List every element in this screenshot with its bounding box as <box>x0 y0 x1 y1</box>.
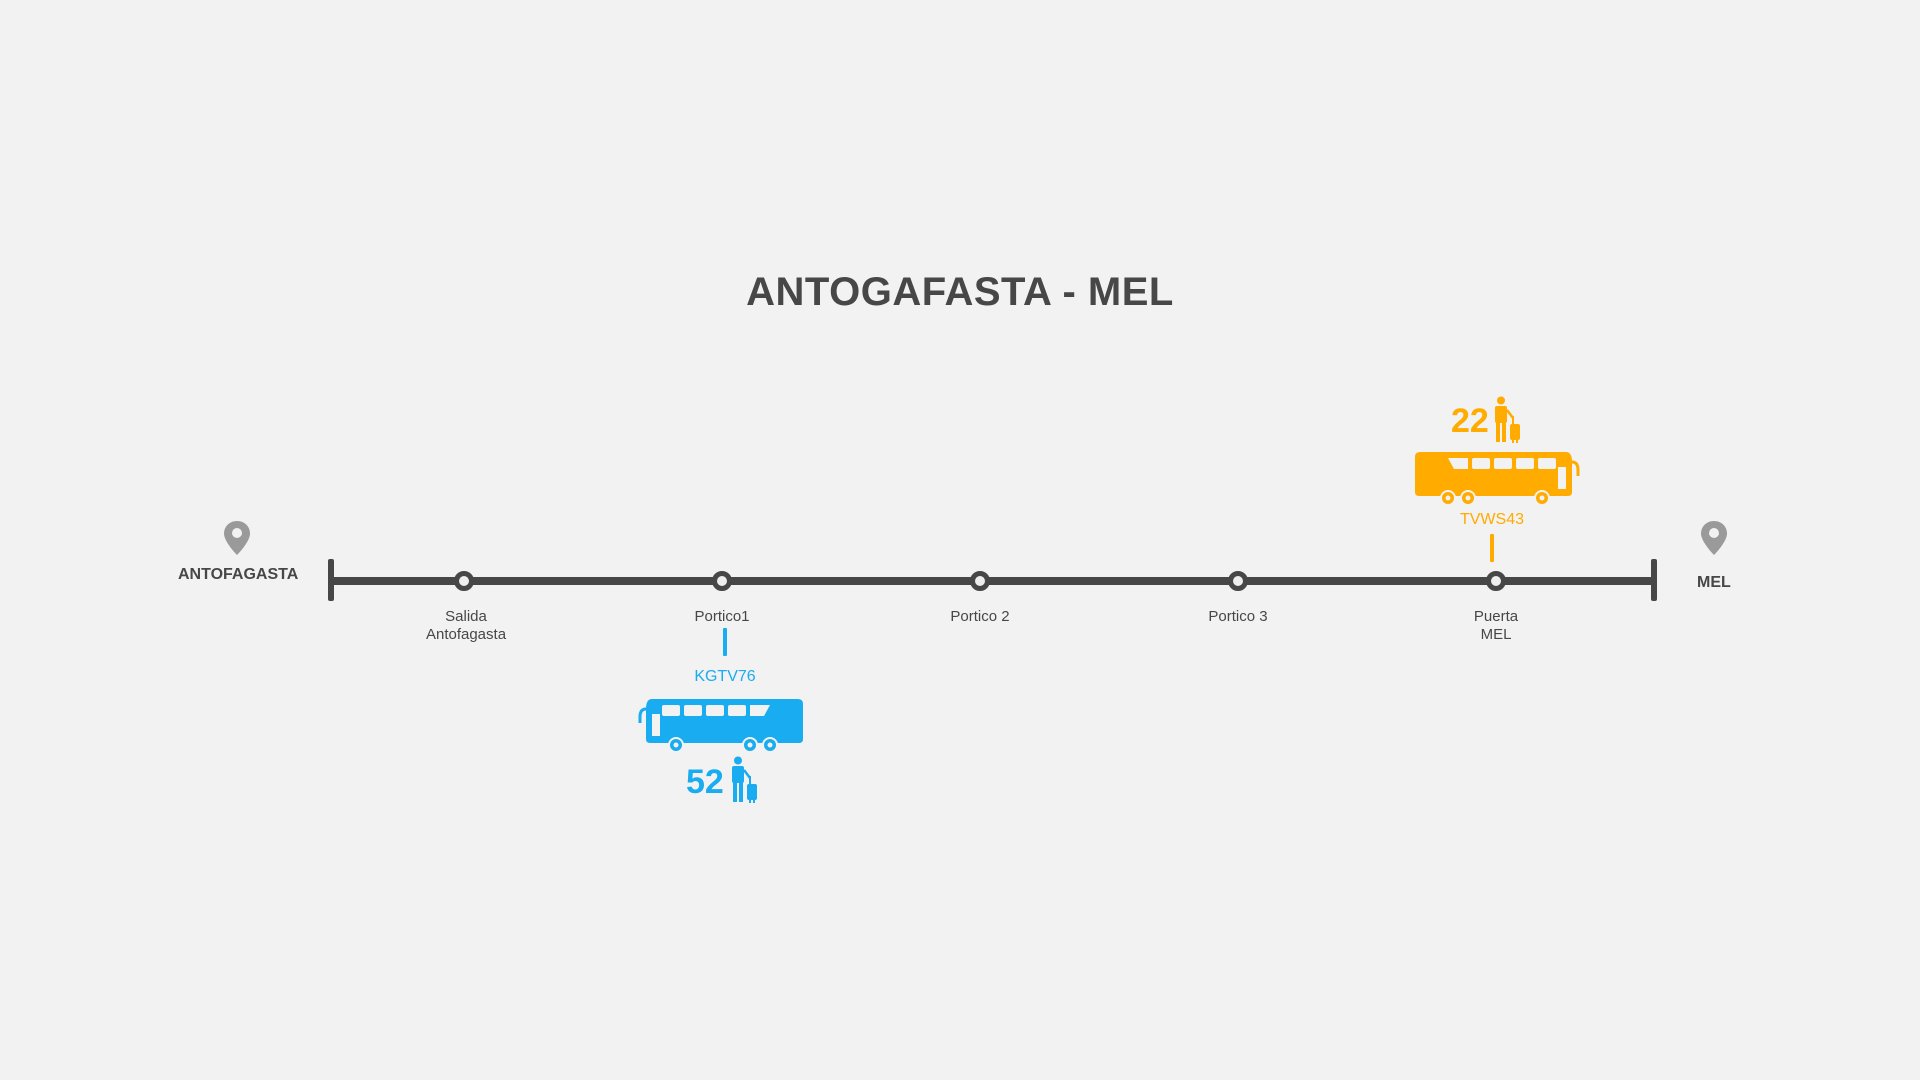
page-title: ANTOGAFASTA - MEL <box>746 270 1174 314</box>
bus-tvws43-plate[interactable]: TVWS43 <box>1459 511 1524 528</box>
bus-kgtv76-passenger-luggage-icon <box>732 756 757 803</box>
bus-tvws43-connector <box>1490 534 1494 562</box>
bus-kgtv76-passenger-count: 52 <box>686 763 724 801</box>
stop-label-portico-3: Portico 3 <box>1208 608 1268 625</box>
destination-label: MEL <box>1697 574 1731 591</box>
route-start-cap <box>328 559 334 601</box>
bus-tvws43-passenger-luggage-icon <box>1495 396 1520 443</box>
stop-label-portico-2: Portico 2 <box>950 608 1010 625</box>
bus-kgtv76-bus-icon[interactable] <box>638 695 806 755</box>
stop-marker-portico1[interactable] <box>712 571 732 591</box>
destination-location-pin-icon <box>1701 521 1727 555</box>
origin-label: ANTOFAGASTA <box>178 566 299 583</box>
stop-marker-salida-antofagasta[interactable] <box>454 571 474 591</box>
bus-kgtv76-connector <box>723 628 727 656</box>
route-line <box>330 577 1655 585</box>
bus-tvws43-passenger-count: 22 <box>1451 402 1489 440</box>
stop-label-salida-antofagasta: Salida Antofagasta <box>425 608 507 643</box>
stop-marker-portico-3[interactable] <box>1228 571 1248 591</box>
bus-tvws43-bus-icon[interactable] <box>1412 448 1580 508</box>
stop-label-puerta-mel: Puerta MEL <box>1473 608 1519 643</box>
bus-kgtv76-plate[interactable]: KGTV76 <box>694 668 756 685</box>
stop-label-portico1: Portico1 <box>694 608 750 625</box>
origin-location-pin-icon <box>224 521 250 555</box>
route-end-cap <box>1651 559 1657 601</box>
stop-marker-puerta-mel[interactable] <box>1486 571 1506 591</box>
stop-marker-portico-2[interactable] <box>970 571 990 591</box>
